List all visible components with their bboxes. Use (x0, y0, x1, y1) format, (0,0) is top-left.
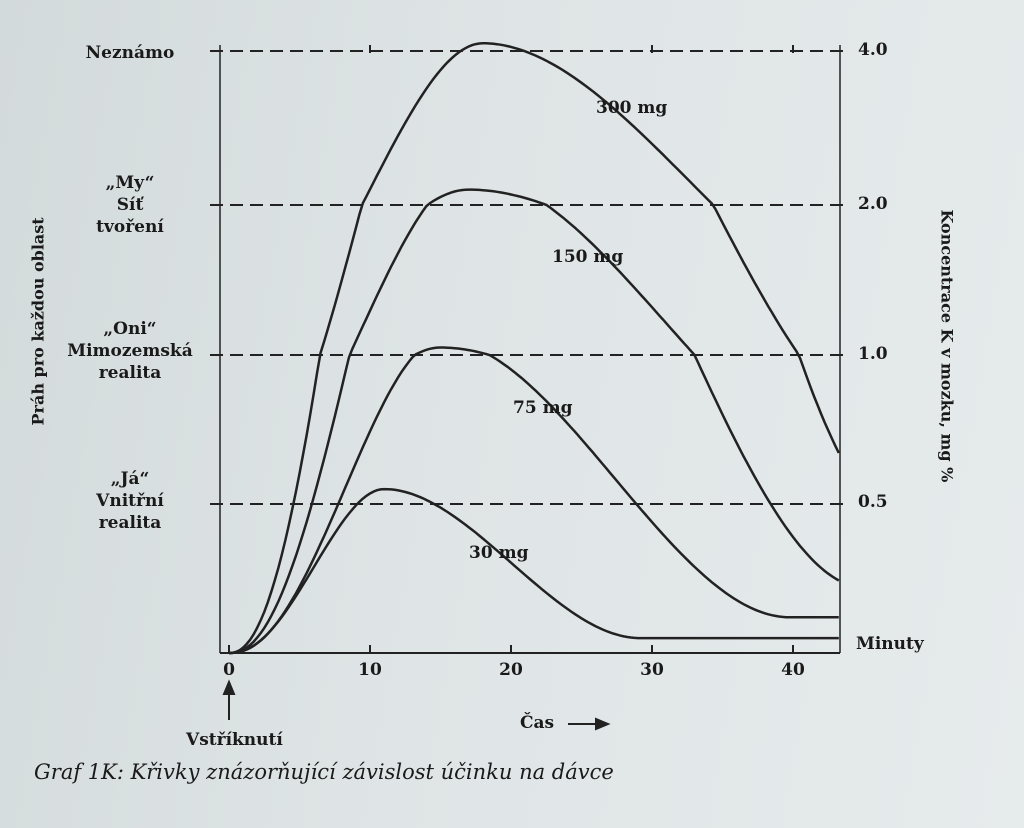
right-tick-4: 4.0 (858, 40, 888, 60)
series-label-300: 300 mg (596, 98, 668, 118)
series-curve-1 (228, 188, 840, 655)
series-curves (228, 42, 840, 655)
x-tick-20: 20 (499, 660, 523, 680)
series-label-75: 75 mg (513, 398, 573, 418)
series-label-150: 150 mg (552, 247, 624, 267)
x-axis-title: Čas (520, 713, 555, 733)
time-arrow-icon (568, 717, 611, 731)
right-tick-2: 2.0 (858, 194, 888, 214)
x-tick-marks (228, 645, 794, 653)
injection-label: Vstříknutí (186, 730, 283, 750)
x-tick-30: 30 (640, 660, 664, 680)
series-curve-3 (228, 487, 839, 655)
series-curve-2 (228, 346, 839, 655)
right-tick-1: 1.0 (858, 344, 888, 364)
left-axis-title: Práh pro každou oblast (28, 217, 48, 426)
threshold-label-unknown: Neznámo (85, 43, 175, 63)
x-unit-label: Minuty (856, 634, 924, 654)
x-tick-0: 0 (223, 660, 235, 680)
right-tick-05: 0.5 (858, 492, 888, 512)
threshold-label-ja: „Já“ Vnitřní realita (96, 469, 164, 533)
injection-arrow-icon (222, 679, 236, 720)
series-label-30: 30 mg (469, 543, 529, 563)
figure-caption: Graf 1K: Křivky znázorňující závislost ú… (34, 760, 614, 784)
x-tick-10: 10 (358, 660, 382, 680)
threshold-lines (210, 50, 848, 505)
right-axis-title: Koncentrace K v mozku, mg % (937, 209, 957, 483)
series-curve-0 (228, 42, 840, 655)
threshold-label-oni: „Oni“ Mimozemská realita (67, 319, 193, 383)
x-tick-40: 40 (781, 660, 805, 680)
threshold-label-my: „My“ Síť tvoření (96, 173, 164, 237)
